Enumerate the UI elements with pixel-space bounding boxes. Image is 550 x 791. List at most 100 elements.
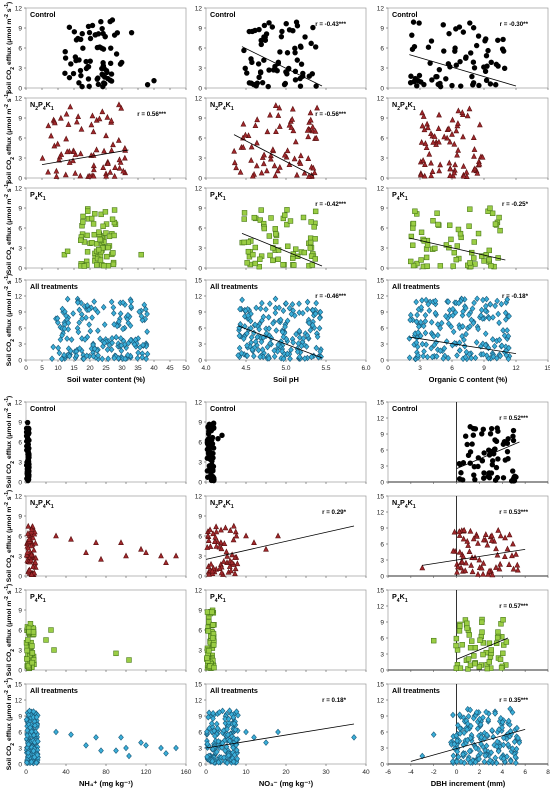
data-point [86, 306, 92, 313]
y-tick-label: 15 [377, 494, 385, 501]
y-tick-label: 9 [18, 420, 22, 427]
data-point [419, 109, 426, 116]
data-point [29, 650, 36, 656]
data-point [413, 339, 420, 346]
data-point [296, 334, 303, 341]
data-point [469, 638, 475, 644]
data-point [24, 759, 30, 766]
data-point [432, 245, 438, 252]
data-point [436, 111, 442, 118]
y-tick-label: 12 [377, 96, 385, 103]
r-value: r = 0.29* [322, 509, 347, 516]
data-point [447, 222, 453, 228]
data-point [500, 36, 506, 43]
data-point [116, 318, 122, 325]
data-point [280, 261, 286, 268]
data-point [240, 143, 247, 150]
data-point [94, 308, 101, 316]
data-point [258, 169, 265, 176]
data-point [112, 164, 118, 170]
data-point [500, 475, 507, 481]
data-point [504, 448, 511, 455]
data-point [48, 627, 54, 633]
data-point [496, 319, 502, 327]
data-point [270, 320, 276, 327]
data-point [209, 609, 215, 615]
data-point [311, 224, 317, 230]
data-point [431, 637, 437, 644]
data-point [254, 333, 261, 341]
data-point [469, 305, 476, 312]
data-point [123, 744, 129, 752]
data-point [418, 257, 424, 263]
data-point [242, 307, 249, 315]
data-point [461, 729, 467, 737]
data-point [432, 309, 439, 317]
data-point [413, 298, 419, 306]
y-tick-label: 6 [18, 440, 22, 447]
data-point [91, 298, 97, 305]
data-point [495, 37, 501, 43]
x-tick-label: -2 [431, 769, 437, 776]
data-point [249, 346, 256, 353]
data-point [211, 642, 217, 648]
data-point [308, 40, 314, 47]
data-point [408, 73, 414, 79]
data-point [211, 477, 217, 484]
data-point [25, 741, 32, 748]
data-point [204, 655, 210, 661]
fit-line [456, 637, 509, 660]
data-point [158, 552, 164, 559]
data-point [466, 548, 473, 555]
data-point [282, 80, 289, 87]
data-point [116, 164, 123, 171]
data-point [86, 321, 92, 328]
data-point [276, 104, 283, 111]
data-point [28, 551, 35, 558]
data-point [435, 221, 441, 228]
data-point [483, 742, 490, 750]
data-point [494, 354, 500, 362]
data-point [464, 620, 470, 627]
data-point [283, 20, 289, 27]
data-point [472, 354, 479, 362]
data-point [76, 306, 83, 314]
data-point [61, 351, 67, 359]
data-point [230, 758, 237, 765]
data-point [410, 220, 417, 227]
data-point [234, 755, 241, 763]
data-point [275, 256, 281, 262]
x-axis-label: NH₄⁺ (mg kg⁻¹) [79, 779, 133, 788]
data-point [312, 256, 318, 262]
data-point [89, 22, 96, 29]
data-point [94, 76, 100, 82]
data-point [456, 628, 463, 634]
data-point [62, 55, 69, 61]
y-tick-label: 0 [380, 266, 384, 273]
panel-label: N2P4K1 [30, 498, 54, 510]
data-point [283, 300, 289, 307]
data-point [151, 77, 157, 84]
chart-top-1-2: 0 3 6 9 12 N2P4K1 [377, 96, 549, 183]
data-point [310, 164, 317, 171]
data-point [467, 644, 474, 651]
data-point [118, 539, 124, 545]
y-tick-label: 3 [18, 648, 22, 655]
data-point [300, 214, 307, 221]
data-point [455, 120, 461, 126]
y-tick-label: 3 [18, 156, 22, 163]
data-point [413, 318, 420, 325]
y-tick-label: 12 [195, 588, 203, 595]
y-tick-label: 3 [380, 156, 384, 163]
data-point [468, 354, 475, 362]
data-point [99, 25, 105, 32]
data-point [49, 355, 55, 362]
data-point [64, 335, 70, 342]
data-point [266, 233, 273, 239]
data-point [482, 302, 489, 310]
data-point [244, 260, 250, 266]
data-point [85, 63, 91, 70]
fit-line [205, 525, 355, 560]
data-point [56, 349, 63, 357]
data-point [224, 725, 230, 733]
